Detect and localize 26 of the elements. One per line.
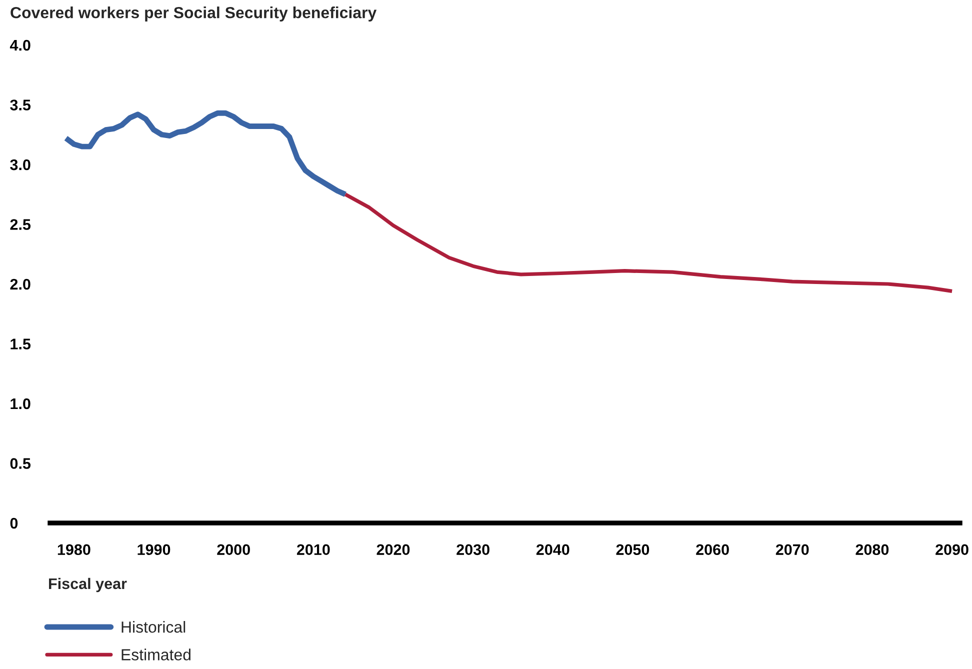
y-tick-label: 2.0 [10, 278, 30, 290]
y-tick-label: 2.5 [10, 219, 31, 230]
line-series [344, 192, 954, 293]
x-tick-label: 2090 [936, 544, 968, 556]
chart-title: Covered workers per Social Security beneficiary [10, 6, 377, 22]
x-axis-title: Fiscal year [49, 578, 127, 592]
y-tick-label: 1.5 [10, 338, 31, 350]
x-tick-label: 2010 [296, 544, 330, 556]
y-tick-label: 0.5 [10, 458, 31, 469]
y-tick-label: 0 [10, 518, 18, 529]
legend-label: Estimated [122, 648, 190, 660]
y-tick-label: 4.0 [10, 40, 30, 51]
x-tick-label: 2050 [616, 544, 650, 556]
x-tick-label: 2000 [217, 544, 250, 556]
legend-label: Historical [122, 621, 186, 633]
x-tick-label: 2030 [456, 544, 490, 556]
x-tick-label: 2020 [376, 544, 410, 556]
y-tick-label: 3.0 [10, 159, 30, 170]
y-tick-label: 1.0 [10, 398, 30, 410]
x-tick-label: 2070 [776, 544, 809, 556]
x-tick-label: 1990 [138, 544, 170, 556]
x-tick-label: 2060 [696, 544, 729, 556]
x-tick-label: 2080 [856, 544, 889, 556]
y-tick-label: 3.5 [10, 100, 31, 110]
x-tick-label: 1980 [58, 544, 90, 556]
x-tick-label: 2040 [536, 544, 570, 556]
